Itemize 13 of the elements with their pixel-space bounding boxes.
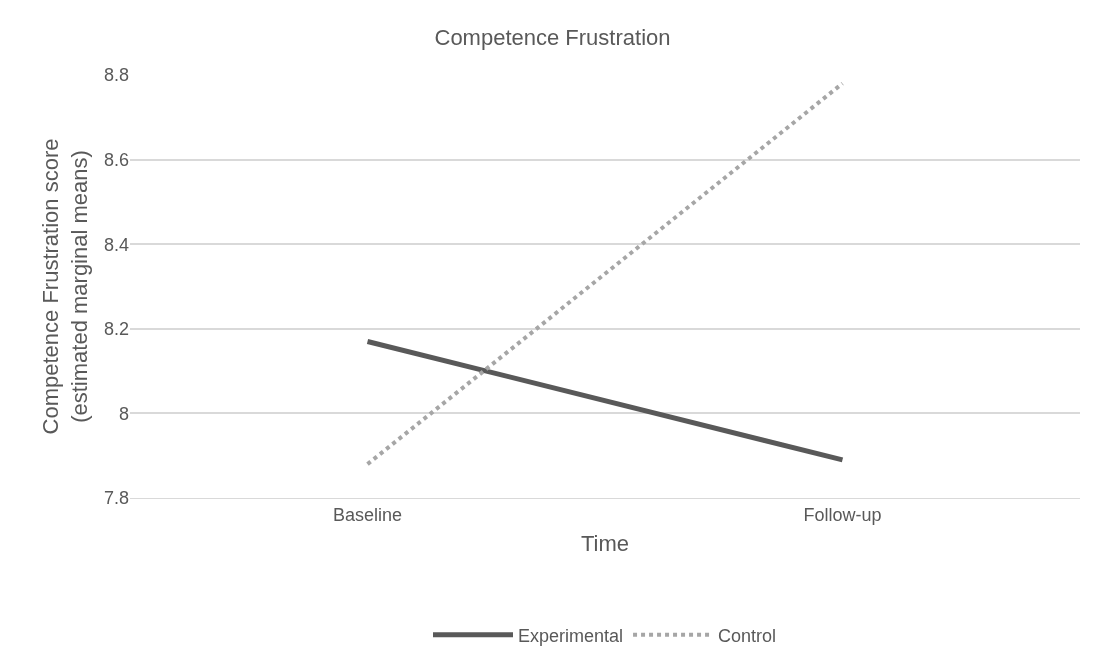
y-tick-label: 8.6 — [103, 149, 129, 170]
x-tick-label: Follow-up — [803, 504, 882, 525]
x-axis-title: Time — [580, 531, 630, 557]
y-tick-label: 8 — [118, 403, 129, 424]
y-tick-label: 8.4 — [103, 234, 129, 255]
y-axis-title: Competence Frustration score (estimated marginal means) — [38, 138, 92, 435]
y-tick-label: 7.8 — [103, 488, 129, 509]
legend-label: Control — [718, 625, 777, 646]
y-tick-label: 8.2 — [103, 319, 129, 340]
y-tick-label: 8.8 — [103, 65, 129, 86]
chart-title: Competence Frustration — [434, 25, 671, 51]
x-tick-label: Baseline — [332, 504, 403, 525]
legend-label: Experimental — [518, 625, 624, 646]
